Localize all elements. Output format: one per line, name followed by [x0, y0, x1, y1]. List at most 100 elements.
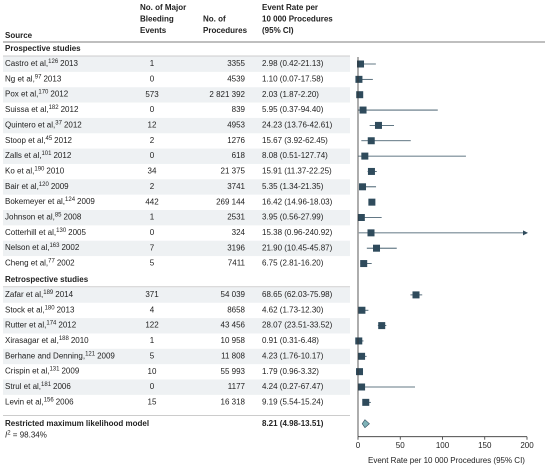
ci-label: 4.23 (1.76-10.17)	[262, 351, 324, 360]
pooled-name: Restricted maximum likelihood model	[5, 419, 149, 428]
source-year: 2009	[61, 367, 79, 376]
source: Stock et al,180 2013	[5, 305, 75, 315]
i2-sup: 2	[7, 430, 11, 436]
ci-label: 1.10 (0.07-17.58)	[262, 74, 324, 83]
procedures: 269 144	[216, 197, 245, 206]
procedures: 54 039	[221, 290, 246, 299]
estimate	[367, 229, 375, 237]
procedures: 2531	[227, 213, 245, 222]
source-author: Zalls et al,	[5, 151, 41, 160]
i2-symbol: I	[5, 431, 8, 440]
estimate	[359, 183, 367, 191]
source: Johnson et al,85 2008	[5, 212, 82, 222]
source-year: 2012	[61, 105, 79, 114]
ci-label: 3.95 (0.56-27.99)	[262, 213, 324, 222]
source-year: 2010	[46, 167, 64, 176]
source: Cotterhill et al,130 2005	[5, 227, 87, 237]
estimate	[358, 306, 366, 314]
source-year: 2012	[54, 136, 72, 145]
source: Crispin et al,131 2009	[5, 366, 80, 376]
x-axis-label: Event Rate per 10 000 Procedures (95% CI…	[368, 456, 525, 465]
ci-label: 0.91 (0.31-6.48)	[262, 336, 319, 345]
events: 34	[148, 167, 157, 176]
row-band	[3, 117, 350, 134]
estimate	[355, 337, 363, 345]
estimate	[360, 260, 368, 268]
source-ref: 181	[41, 382, 52, 388]
x-tick-label: 200	[520, 441, 534, 450]
source-year: 2012	[64, 121, 82, 130]
plot-clip	[355, 60, 527, 406]
source: Ng et al,97 2013	[5, 74, 62, 84]
estimate	[358, 352, 366, 360]
events: 4	[150, 305, 155, 314]
ci-label: 2.03 (1.87-2.20)	[262, 90, 319, 99]
source-year: 2012	[58, 321, 76, 330]
procedures: 839	[232, 105, 246, 114]
source-author: Pox et al,	[5, 90, 38, 99]
estimate	[356, 368, 364, 376]
procedures: 618	[232, 151, 246, 160]
source: Bair et al,120 2009	[5, 181, 69, 191]
procedures: 4539	[227, 74, 245, 83]
procedures: 7411	[228, 259, 246, 268]
ci-label: 15.38 (0.96-240.92)	[262, 228, 333, 237]
source-author: Stoop et al,	[5, 136, 45, 145]
x-tick-label: 150	[478, 441, 492, 450]
column-header: (95% CI)	[262, 26, 294, 35]
source-ref: 85	[55, 212, 62, 218]
source-header: Source	[5, 31, 33, 40]
source-ref: 126	[48, 59, 59, 65]
events: 5	[150, 351, 155, 360]
source-year: 2002	[61, 243, 79, 252]
source-ref: 188	[59, 336, 70, 342]
row-band	[3, 318, 350, 334]
events: 7	[150, 243, 155, 252]
source-ref: 130	[56, 227, 67, 233]
ci-label: 5.35 (1.34-21.35)	[262, 182, 324, 191]
ci-label: 15.91 (11.37-22.25)	[262, 167, 332, 176]
source-year: 2014	[55, 290, 73, 299]
procedures: 55 993	[221, 367, 246, 376]
source-ref: 121	[85, 351, 96, 357]
events: 371	[145, 290, 159, 299]
ci-label: 4.62 (1.73-12.30)	[262, 305, 324, 314]
source-author: Suissa et al,	[5, 105, 49, 114]
ci-label: 24.23 (13.76-42.61)	[262, 121, 333, 130]
source-author: Ng et al,	[5, 74, 35, 83]
source: Pox et al,170 2012	[5, 89, 69, 99]
source-year: 2010	[71, 336, 89, 345]
source-ref: 174	[46, 320, 57, 326]
estimate	[358, 383, 366, 391]
x-tick-label: 50	[396, 441, 405, 450]
source-ref: 190	[34, 166, 45, 172]
source: Ko et al,190 2010	[5, 166, 65, 176]
events: 0	[150, 382, 155, 391]
source-year: 2013	[60, 59, 78, 68]
source-year: 2009	[51, 182, 69, 191]
i-squared: I2 = 98.34%	[5, 430, 47, 440]
source-author: Strul et al,	[5, 382, 41, 391]
estimate	[367, 167, 375, 175]
source-author: Quintero et al,	[5, 121, 55, 130]
procedures: 43 456	[221, 321, 246, 330]
source-ref: 101	[41, 151, 52, 157]
source-ref: 45	[45, 135, 52, 141]
row-band	[3, 87, 350, 103]
procedures: 11 808	[221, 351, 245, 360]
events: 1	[150, 59, 155, 68]
row-band	[3, 240, 350, 257]
source-author: Cotterhill et al,	[5, 228, 56, 237]
events: 15	[148, 397, 157, 406]
source: Levin et al,156 2006	[5, 397, 74, 407]
source-ref: 120	[39, 181, 50, 187]
source: Quintero et al,37 2012	[5, 120, 82, 130]
ci-label: 6.75 (2.81-16.20)	[262, 259, 324, 268]
source-year: 2013	[43, 74, 61, 83]
source-author: Ko et al,	[5, 167, 34, 176]
source-ref: 189	[43, 289, 54, 295]
ci-arrow	[523, 230, 528, 236]
procedures: 16 318	[221, 397, 246, 406]
source-ref: 131	[49, 366, 60, 372]
procedures: 21 375	[221, 167, 246, 176]
